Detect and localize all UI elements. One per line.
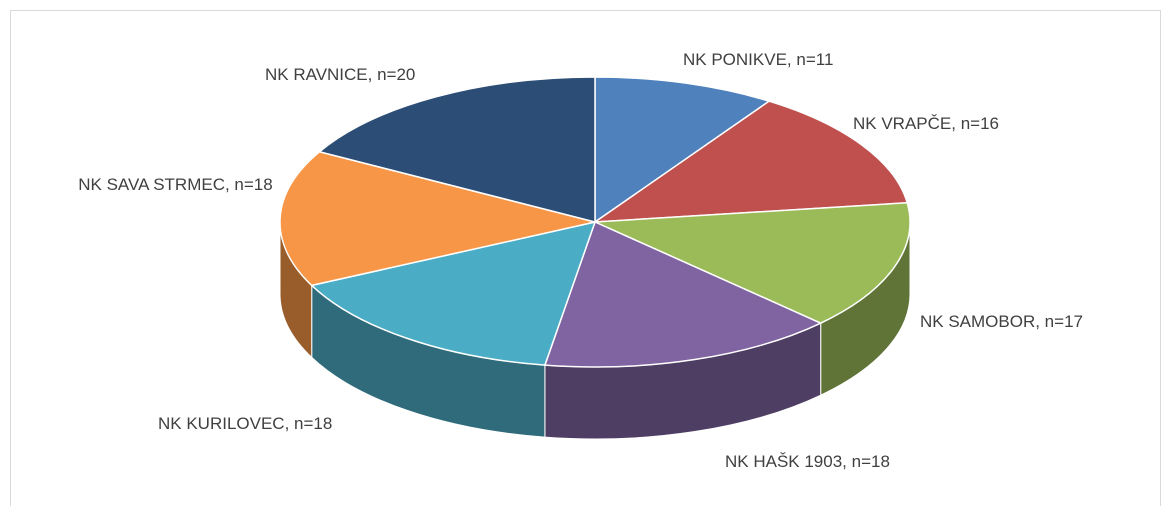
slice: [594, 201, 911, 324]
slice: [317, 76, 596, 223]
slice: [594, 76, 771, 224]
data-label: NK PONIKVE, n=11: [683, 50, 834, 69]
data-label: NK VRAPČE, n=16: [853, 114, 999, 133]
slice: [592, 100, 909, 223]
slice: [279, 150, 596, 287]
data-label: NK SAMOBOR, n=17: [920, 312, 1083, 331]
chart-border: [10, 10, 1161, 506]
data-label: NK SAVA STRMEC, n=18: [78, 175, 273, 194]
data-label: NK HAŠK 1903, n=18: [725, 452, 890, 471]
data-label: NK KURILOVEC, n=18: [158, 414, 333, 433]
slice: [543, 220, 823, 368]
slice: [310, 220, 597, 366]
data-label: NK RAVNICE, n=20: [265, 65, 416, 84]
